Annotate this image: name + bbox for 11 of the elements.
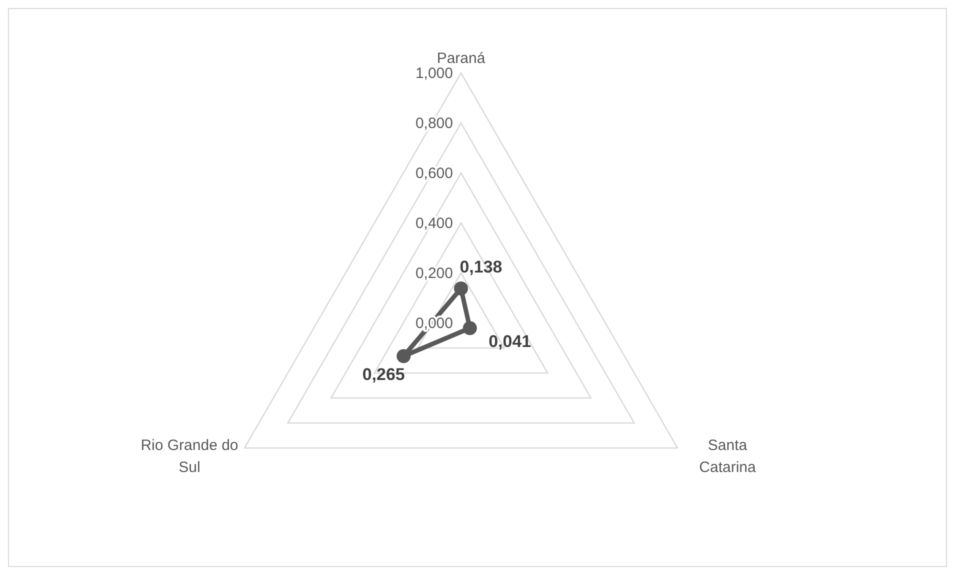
y-tick-label: 0,600 (415, 165, 453, 182)
spoke-label: Rio Grande do Sul (140, 437, 238, 476)
data-label: 0,138 (460, 258, 502, 276)
data-label: 0,041 (488, 332, 532, 352)
y-tick-label: 0,400 (415, 215, 453, 232)
spoke-label: Paraná (436, 50, 486, 67)
y-tick-label: 0,200 (415, 265, 453, 282)
spoke-label: Santa Catarina (699, 437, 757, 476)
data-label: 0,265 (362, 365, 405, 384)
y-tick-label: 0,800 (415, 115, 453, 132)
y-tick-label: 1,000 (415, 65, 453, 82)
